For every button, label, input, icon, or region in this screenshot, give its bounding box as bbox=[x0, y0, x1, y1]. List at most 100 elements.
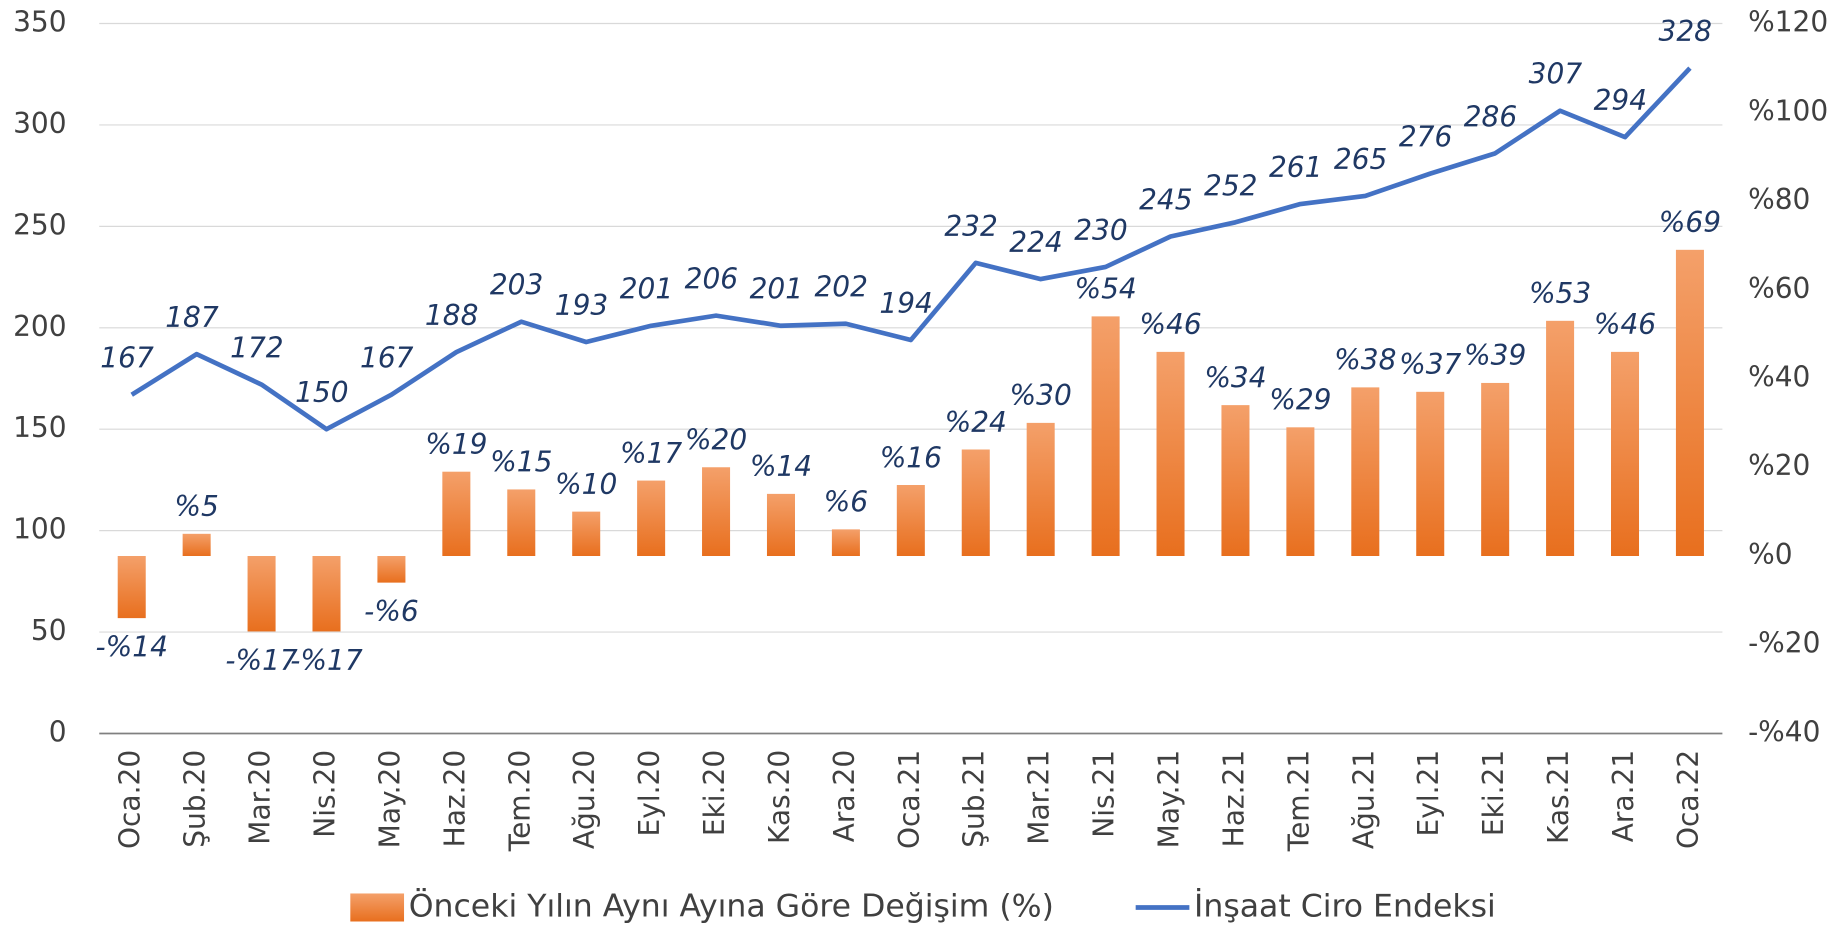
data-label: 286 bbox=[1464, 100, 1517, 133]
bar bbox=[572, 511, 601, 556]
bar bbox=[1221, 405, 1250, 556]
x-tick-label: Ara.20 bbox=[828, 750, 861, 842]
data-label: %53 bbox=[1529, 277, 1591, 310]
x-tick-label: May.20 bbox=[373, 750, 406, 848]
data-label: 201 bbox=[620, 273, 673, 306]
y2-tick-label: -%40 bbox=[1748, 715, 1820, 748]
x-tick-label: Oca.22 bbox=[1672, 750, 1705, 849]
y2-tick-label: %80 bbox=[1748, 183, 1810, 216]
data-label: %38 bbox=[1334, 344, 1396, 377]
data-label: %16 bbox=[880, 441, 942, 474]
data-label: -%17 bbox=[225, 644, 298, 677]
data-label: 261 bbox=[1269, 151, 1322, 184]
data-label: 265 bbox=[1334, 143, 1387, 176]
data-label: 307 bbox=[1529, 58, 1583, 91]
data-label: %6 bbox=[824, 486, 868, 519]
data-label: 232 bbox=[944, 210, 997, 243]
bar bbox=[312, 555, 341, 632]
x-tick-label: Nis.21 bbox=[1088, 750, 1121, 838]
x-tick-label: Oca.21 bbox=[893, 750, 926, 849]
x-tick-label: Ağu.21 bbox=[1347, 750, 1380, 849]
y2-tick-label: %20 bbox=[1748, 449, 1810, 482]
bar bbox=[442, 471, 471, 556]
data-label: 224 bbox=[1009, 226, 1062, 259]
x-tick-label: Oca.20 bbox=[114, 750, 147, 849]
x-tick-label: Haz.21 bbox=[1217, 750, 1250, 848]
y2-tick-label: %40 bbox=[1748, 361, 1810, 394]
y-tick-label: 0 bbox=[49, 715, 67, 748]
x-tick-label: May.21 bbox=[1153, 750, 1186, 848]
data-label: %54 bbox=[1074, 273, 1136, 306]
legend-label: İnşaat Ciro Endeksi bbox=[1194, 886, 1496, 924]
x-tick-label: Tem.20 bbox=[503, 750, 536, 852]
data-label: %46 bbox=[1594, 308, 1656, 341]
x-tick-label: Mar.21 bbox=[1023, 750, 1056, 845]
legend-label: Önceki Yılın Aynı Ayına Göre Değişim (%) bbox=[409, 886, 1054, 924]
x-tick-label: Kas.21 bbox=[1542, 750, 1575, 844]
bar bbox=[1610, 351, 1640, 556]
x-tick-label: Eki.21 bbox=[1477, 750, 1510, 836]
data-label: %34 bbox=[1204, 361, 1266, 394]
data-label: %39 bbox=[1464, 339, 1526, 372]
data-label: %17 bbox=[620, 437, 682, 470]
bar bbox=[766, 493, 795, 556]
bar bbox=[1026, 422, 1055, 556]
data-label: -%6 bbox=[364, 595, 419, 628]
data-label: %30 bbox=[1010, 379, 1072, 412]
x-tick-label: Eyl.21 bbox=[1412, 750, 1445, 837]
data-label: %20 bbox=[685, 424, 747, 457]
bar bbox=[1156, 351, 1185, 556]
data-label: 328 bbox=[1659, 15, 1712, 48]
data-label: 150 bbox=[295, 376, 348, 409]
data-label: %24 bbox=[945, 406, 1007, 439]
y-tick-label: 150 bbox=[13, 411, 66, 444]
y-tick-label: 300 bbox=[13, 107, 66, 140]
data-label: 245 bbox=[1139, 183, 1192, 216]
x-tick-label: Eki.20 bbox=[698, 750, 731, 836]
x-tick-label: Kas.20 bbox=[763, 750, 796, 844]
data-label: 172 bbox=[230, 332, 283, 365]
data-label: 201 bbox=[750, 273, 803, 306]
data-label: 188 bbox=[425, 299, 478, 332]
y2-tick-label: %60 bbox=[1748, 272, 1810, 305]
data-label: %15 bbox=[490, 446, 552, 479]
x-tick-label: Ağu.20 bbox=[568, 750, 601, 849]
line bbox=[130, 66, 1692, 432]
x-tick-label: Haz.20 bbox=[438, 750, 471, 848]
x-tick-label: Tem.21 bbox=[1282, 750, 1315, 852]
bar bbox=[1481, 382, 1510, 556]
data-label: -%17 bbox=[290, 644, 363, 677]
data-label: %14 bbox=[750, 450, 812, 483]
bar bbox=[377, 555, 406, 583]
data-label: -%14 bbox=[96, 630, 168, 663]
data-label: 252 bbox=[1204, 169, 1257, 202]
bar bbox=[831, 529, 860, 556]
y2-tick-label: %100 bbox=[1748, 94, 1828, 127]
bar bbox=[247, 555, 276, 632]
data-label: 230 bbox=[1074, 214, 1127, 247]
bar bbox=[1416, 391, 1445, 556]
x-tick-label: Şub.21 bbox=[958, 750, 991, 848]
bar bbox=[1546, 320, 1575, 556]
bar bbox=[1286, 427, 1315, 556]
y2-tick-label: %120 bbox=[1748, 6, 1828, 39]
data-label: %19 bbox=[425, 428, 487, 461]
bar bbox=[1675, 249, 1704, 556]
data-label: 193 bbox=[555, 289, 608, 322]
data-label: %37 bbox=[1399, 348, 1461, 381]
data-label: %5 bbox=[174, 490, 218, 523]
y-tick-label: 250 bbox=[13, 208, 66, 241]
data-label: 167 bbox=[360, 342, 414, 375]
x-tick-label: Eyl.20 bbox=[633, 750, 666, 837]
data-label: %10 bbox=[555, 468, 617, 501]
bar bbox=[637, 480, 666, 556]
bar bbox=[1351, 387, 1380, 556]
data-label: %46 bbox=[1139, 308, 1201, 341]
y-tick-label: 50 bbox=[31, 614, 67, 647]
x-tick-label: Nis.20 bbox=[308, 750, 341, 838]
bar bbox=[896, 485, 925, 556]
bar bbox=[961, 449, 990, 556]
bar bbox=[702, 467, 731, 556]
y-tick-label: 100 bbox=[13, 513, 66, 546]
legend-swatch bbox=[350, 893, 405, 922]
